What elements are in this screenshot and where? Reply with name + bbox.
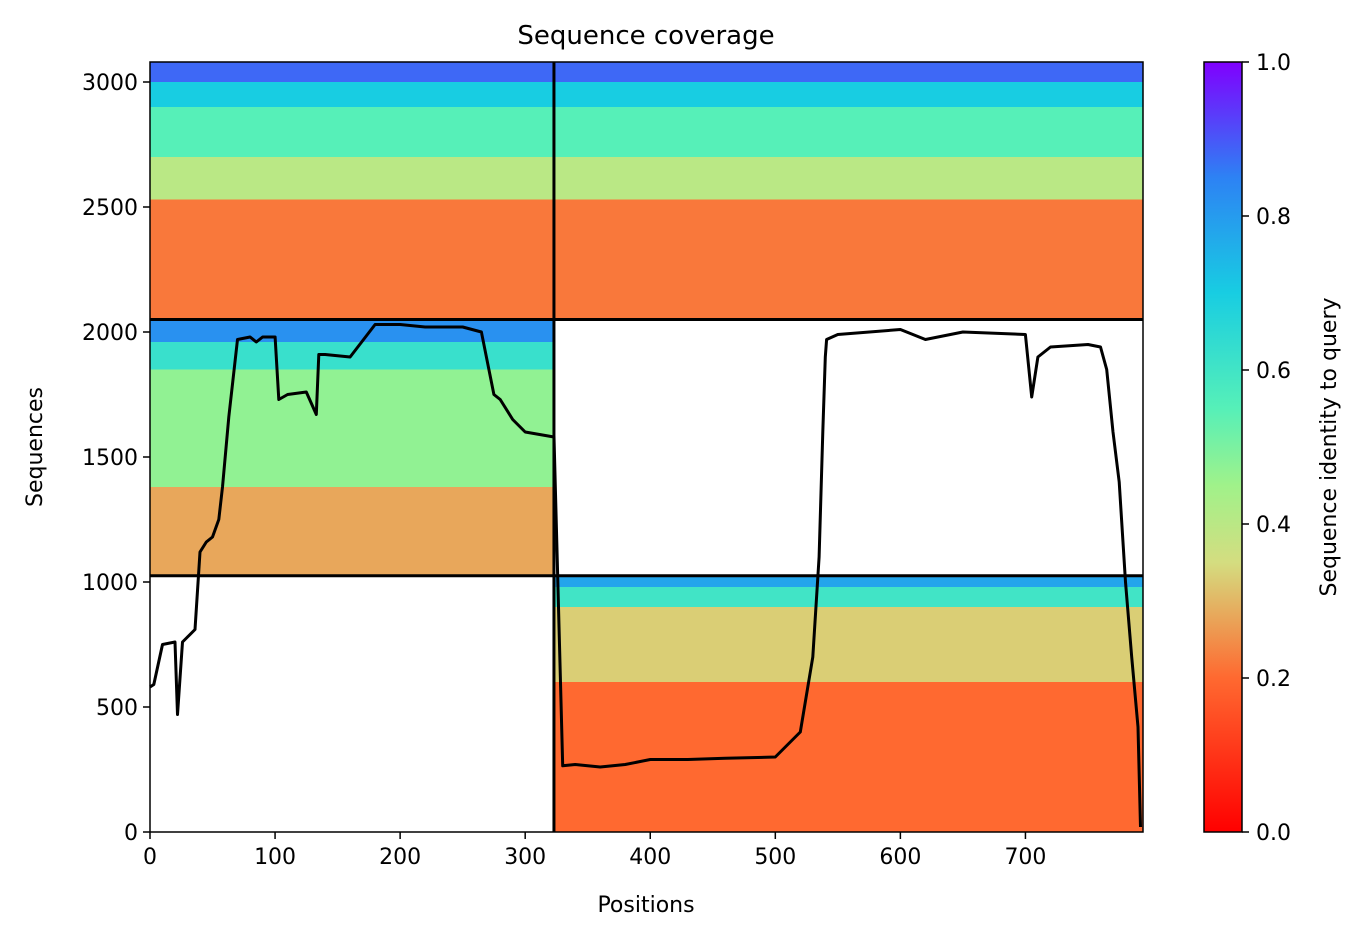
identity-band (150, 107, 554, 157)
identity-band (553, 587, 1143, 607)
x-axis-ticks: 0 100 200 300 400 500 600 700 (143, 832, 1046, 870)
identity-band (553, 62, 1143, 82)
identity-band (553, 82, 1143, 107)
identity-band (150, 199, 554, 320)
colorbar-tick-label: 0.4 (1256, 513, 1291, 538)
plot-area (149, 61, 1144, 833)
identity-band (150, 487, 554, 576)
y-axis-ticks: 0 500 1000 1500 2000 2500 3000 (82, 71, 150, 846)
identity-band (553, 107, 1143, 157)
y-axis-label: Sequences (23, 387, 48, 507)
colorbar-tick-label: 0.8 (1256, 205, 1291, 230)
identity-band (553, 682, 1143, 832)
identity-band (150, 157, 554, 200)
x-tick-label: 100 (254, 845, 296, 870)
colorbar-tick-label: 0.0 (1256, 821, 1291, 846)
chart-title: Sequence coverage (517, 21, 774, 51)
colorbar-tick-label: 0.2 (1256, 667, 1291, 692)
y-tick-label: 1500 (82, 446, 138, 471)
y-tick-label: 500 (96, 696, 138, 721)
x-tick-label: 700 (1004, 845, 1046, 870)
identity-band (150, 82, 554, 107)
x-axis-label: Positions (597, 893, 694, 918)
coverage-line (149, 323, 1142, 828)
x-tick-label: 400 (629, 845, 671, 870)
colorbar-ticks: 0.0 0.2 0.4 0.6 0.8 1.0 (1242, 51, 1291, 846)
y-tick-label: 2500 (82, 196, 138, 221)
y-tick-label: 0 (124, 821, 138, 846)
identity-band (150, 319, 554, 342)
colorbar: 0.0 0.2 0.4 0.6 0.8 1.0 Sequence identity to … (1203, 51, 1342, 846)
colorbar-gradient (1203, 61, 1243, 833)
identity-band (553, 607, 1143, 682)
identity-band (150, 369, 554, 487)
colorbar-tick-label: 0.6 (1256, 359, 1291, 384)
x-tick-label: 0 (143, 845, 157, 870)
identity-band (553, 199, 1143, 320)
plot-frame (149, 61, 1144, 833)
y-tick-label: 2000 (82, 321, 138, 346)
x-tick-label: 500 (754, 845, 796, 870)
x-tick-label: 300 (504, 845, 546, 870)
colorbar-label: Sequence identity to query (1317, 297, 1342, 596)
coverage-line-layer (149, 323, 1142, 828)
y-tick-label: 3000 (82, 71, 138, 96)
identity-band (553, 157, 1143, 200)
y-tick-label: 1000 (82, 571, 138, 596)
x-tick-label: 600 (879, 845, 921, 870)
colorbar-tick-label: 1.0 (1256, 51, 1291, 76)
x-tick-label: 200 (379, 845, 421, 870)
identity-band (150, 62, 554, 82)
identity-band (553, 575, 1143, 587)
